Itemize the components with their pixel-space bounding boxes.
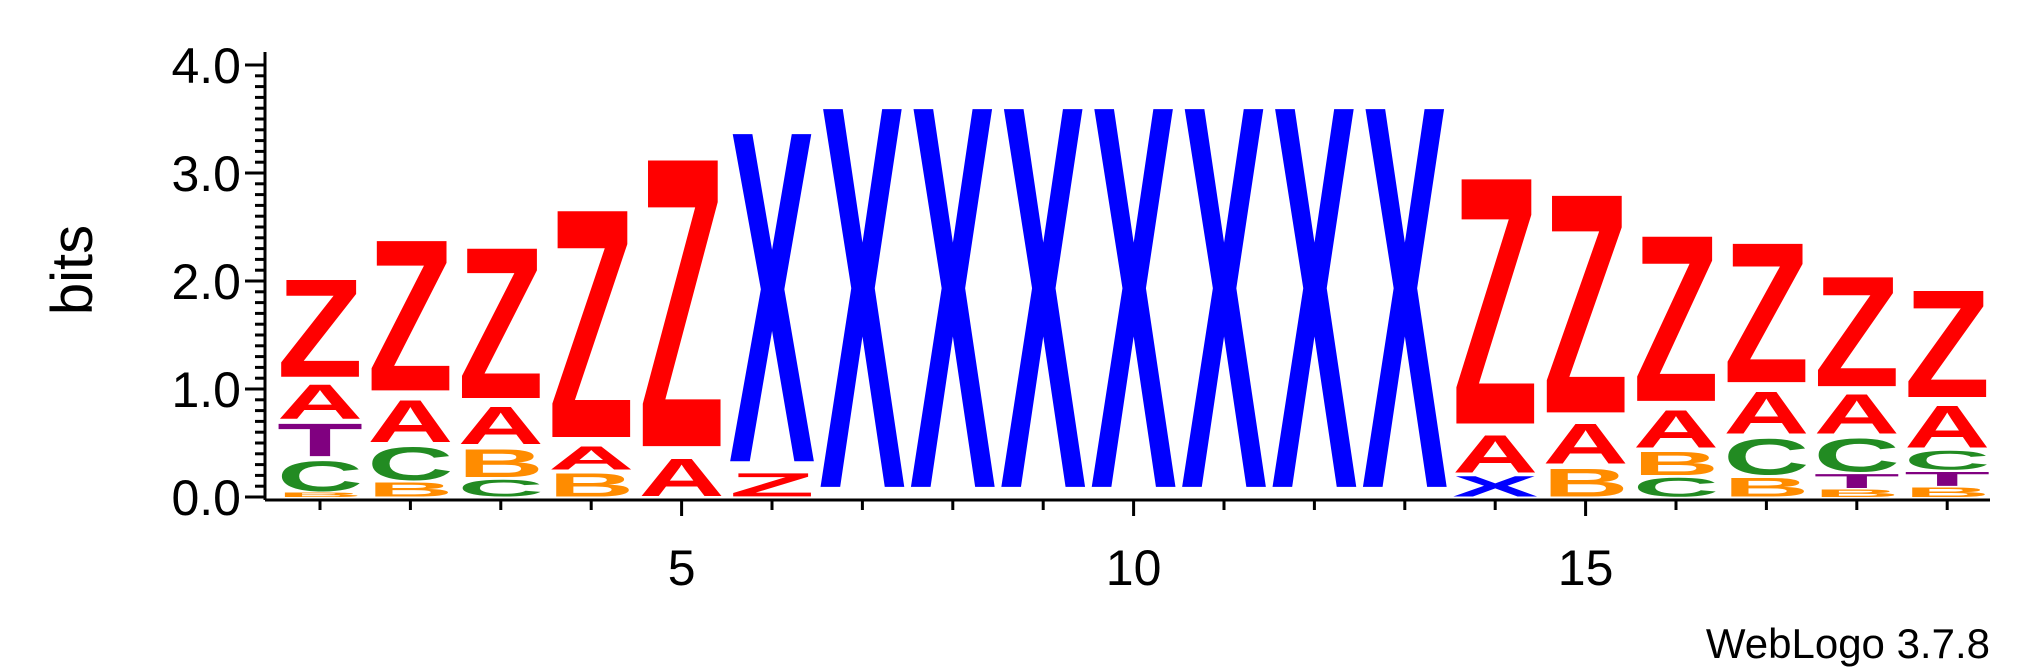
- logo-letter-A: A: [1633, 399, 1719, 459]
- y-tick-label: 0.0: [171, 470, 241, 526]
- logo-letter-A: A: [1723, 379, 1809, 446]
- weblogo-credit: WebLogo 3.7.8: [1706, 620, 1990, 667]
- logo-letter-A: A: [548, 439, 634, 477]
- logo-letter-X: X: [1000, 0, 1087, 604]
- logo-column-14: XAZ: [1452, 104, 1538, 503]
- logo-letter-C: C: [277, 452, 363, 500]
- y-tick-label: 2.0: [171, 254, 241, 310]
- logo-letter-A: A: [277, 374, 363, 429]
- logo-letter-B: B: [1904, 485, 1990, 500]
- logo-letter-B: B: [1814, 487, 1900, 499]
- logo-letter-X: X: [729, 31, 816, 562]
- logo-letter-Z: Z: [1814, 244, 1900, 420]
- logo-column-12: X: [1271, 0, 1358, 604]
- logo-letter-A: A: [1814, 383, 1900, 446]
- logo-letter-Z: Z: [1543, 127, 1629, 479]
- logo-column-9: X: [1000, 0, 1087, 604]
- logo-column-11: X: [1181, 0, 1268, 604]
- y-tick-label: 4.0: [171, 38, 241, 94]
- logo-letter-X: X: [1452, 470, 1538, 503]
- logo-letter-Z: Z: [458, 201, 544, 444]
- logo-column-7: X: [819, 0, 906, 604]
- logo-letter-Z: Z: [367, 193, 453, 436]
- logo-letter-B: B: [277, 491, 363, 498]
- logo-letter-Z: Z: [1452, 104, 1538, 500]
- logo-letter-A: A: [458, 395, 544, 455]
- logo-letter-Z: Z: [1904, 258, 1990, 430]
- logo-letter-T: T: [1904, 468, 1990, 490]
- logo-letter-Z: Z: [277, 250, 363, 407]
- logo-column-8: X: [910, 0, 997, 604]
- logo-column-15: BAZ: [1543, 127, 1629, 505]
- logo-column-5: AZ: [639, 70, 725, 535]
- logo-column-13: X: [1362, 0, 1449, 604]
- logo-letter-A: A: [639, 447, 725, 507]
- logo-letter-Z: Z: [639, 70, 725, 535]
- logo-letter-X: X: [819, 0, 906, 604]
- logo-letter-C: C: [1723, 429, 1809, 486]
- logo-letter-C: C: [367, 438, 453, 490]
- logo-letter-B: B: [367, 479, 453, 501]
- logo-column-4: BAZ: [548, 141, 634, 508]
- logo-letter-C: C: [1633, 473, 1719, 503]
- logo-letter-A: A: [1543, 411, 1629, 476]
- logo-letter-T: T: [277, 414, 363, 466]
- x-ticks: 5 10 15: [318, 500, 1949, 596]
- y-ticks: 0.0 1.0 2.0 3.0 4.0: [171, 38, 265, 526]
- logo-letter-X: X: [1362, 0, 1449, 604]
- logo-column-6: ZX: [729, 31, 816, 562]
- logo-letter-Z: Z: [548, 141, 634, 508]
- x-tick-label: 5: [668, 540, 696, 596]
- logo-letter-X: X: [1181, 0, 1268, 604]
- logo-letter-T: T: [1814, 470, 1900, 492]
- logo-letter-B: B: [548, 466, 634, 504]
- logo-letter-B: B: [1633, 445, 1719, 483]
- y-tick-label: 1.0: [171, 362, 241, 418]
- logo-letter-A: A: [1904, 393, 1990, 460]
- x-tick-label: 10: [1106, 540, 1162, 596]
- logo-letter-B: B: [458, 441, 544, 486]
- logo-letter-B: B: [1723, 473, 1809, 503]
- logo-letter-Z: Z: [1723, 200, 1809, 425]
- y-tick-label: 3.0: [171, 146, 241, 202]
- logo-letter-X: X: [910, 0, 997, 604]
- axes: [263, 52, 1990, 502]
- logo-letter-A: A: [1452, 424, 1538, 484]
- logo-letter-C: C: [1814, 429, 1900, 481]
- y-axis-label: bits: [40, 225, 105, 315]
- logo-letter-A: A: [367, 388, 453, 455]
- x-tick-label: 15: [1558, 540, 1614, 596]
- logo-letter-C: C: [458, 475, 544, 502]
- logo-letter-C: C: [1904, 446, 1990, 476]
- logo-letter-B: B: [1543, 460, 1629, 505]
- logo-letter-Z: Z: [729, 466, 815, 504]
- logo-letter-Z: Z: [1633, 186, 1719, 451]
- logo-letter-X: X: [1271, 0, 1358, 604]
